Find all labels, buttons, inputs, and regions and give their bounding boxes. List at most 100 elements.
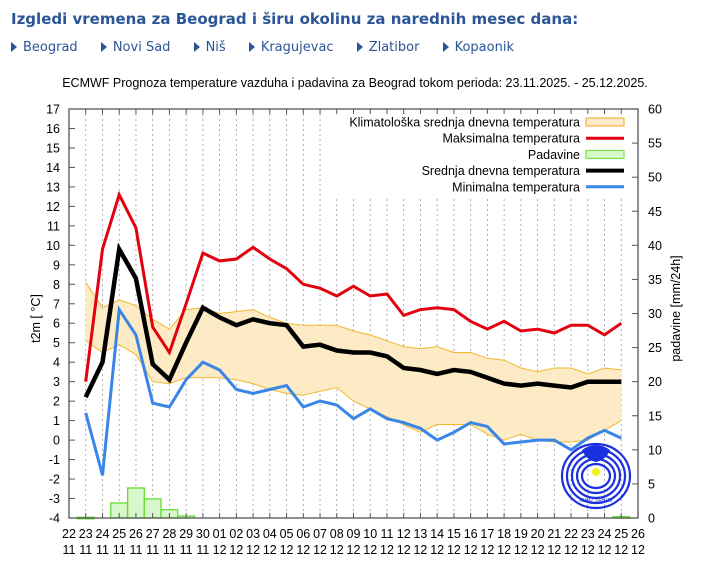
climatology-upper-line	[85, 282, 622, 375]
city-link-kopaonik[interactable]: Kopaonik	[442, 40, 514, 55]
y-tick-label: 8	[53, 278, 60, 292]
city-links: Beograd Novi Sad Niš Kragujevac Zlatibor…	[11, 40, 533, 55]
x-tick-month: 11	[63, 543, 76, 557]
x-tick-day: 19	[514, 527, 528, 541]
x-tick-day: 14	[430, 527, 444, 541]
x-tick-month: 12	[464, 543, 478, 557]
city-label: Kragujevac	[260, 40, 334, 55]
x-tick-month: 12	[614, 543, 628, 557]
y2-tick-label: 15	[648, 409, 662, 423]
city-link-novi-sad[interactable]: Novi Sad	[100, 40, 170, 55]
temperature-lines	[83, 190, 623, 476]
x-tick-month: 12	[430, 543, 444, 557]
y2-tick-label: 25	[648, 341, 662, 355]
x-tick-month: 11	[96, 543, 109, 557]
y2-tick-label: 50	[648, 171, 662, 185]
x-tick-day: 12	[397, 527, 411, 541]
x-tick-day: 18	[497, 527, 511, 541]
logo-ring	[580, 462, 612, 490]
y-tick-label: 2	[53, 395, 60, 409]
y-tick-label: -1	[49, 453, 60, 467]
logo-sun-icon	[592, 468, 600, 476]
x-tick-day: 07	[313, 527, 327, 541]
x-tick-month: 12	[263, 543, 277, 557]
x-tick-month: 12	[413, 543, 427, 557]
x-tick-day: 04	[263, 527, 277, 541]
legend-label: Minimalna temperatura	[452, 180, 580, 194]
city-link-nis[interactable]: Niš	[193, 40, 226, 55]
x-tick-month: 12	[380, 543, 394, 557]
page-title: Izgledi vremena za Beograd i širu okolin…	[11, 10, 579, 28]
city-link-zlatibor[interactable]: Zlatibor	[356, 40, 420, 55]
x-tick-month: 12	[313, 543, 327, 557]
legend-swatch	[585, 149, 625, 159]
x-tick-day: 13	[413, 527, 427, 541]
arrow-right-icon	[442, 42, 449, 52]
x-tick-month: 12	[564, 543, 578, 557]
city-link-beograd[interactable]: Beograd	[11, 40, 78, 55]
y-tick-label: 7	[53, 297, 60, 311]
x-tick-day: 16	[464, 527, 478, 541]
x-tick-month: 12	[447, 543, 461, 557]
city-link-kragujevac[interactable]: Kragujevac	[248, 40, 334, 55]
city-label: Niš	[205, 40, 226, 55]
x-tick-day: 30	[196, 527, 210, 541]
x-tick-month: 11	[180, 543, 193, 557]
x-tick-day: 02	[229, 527, 243, 541]
y-tick-label: -3	[49, 492, 60, 506]
arrow-right-icon	[100, 42, 107, 52]
x-tick-month: 12	[280, 543, 294, 557]
y2-tick-label: 35	[648, 273, 662, 287]
x-tick-month: 12	[598, 543, 612, 557]
x-tick-day: 10	[363, 527, 377, 541]
x-tick-month: 12	[229, 543, 243, 557]
x-tick-day: 23	[581, 527, 595, 541]
x-tick-month: 12	[213, 543, 227, 557]
y-tick-label: 10	[46, 239, 60, 253]
x-tick-month: 12	[480, 543, 494, 557]
mean-temperature-line	[83, 242, 622, 399]
climatology-band	[85, 282, 622, 443]
y2-tick-label: 45	[648, 205, 662, 219]
climatology-fill	[85, 282, 622, 442]
x-tick-day: 06	[296, 527, 310, 541]
city-label: Zlatibor	[368, 40, 420, 55]
y-tick-label: -2	[49, 473, 60, 487]
min-temperature-line	[84, 305, 622, 476]
x-tick-month: 12	[514, 543, 528, 557]
y-tick-label: 17	[46, 103, 60, 117]
city-label: Kopaonik	[454, 40, 514, 55]
y-tick-label: 12	[46, 200, 60, 214]
x-tick-month: 12	[581, 543, 595, 557]
y-tick-label: 5	[53, 336, 60, 350]
legend: Klimatološka srednja dnevna temperatura M…	[334, 110, 637, 196]
x-tick-day: 21	[547, 527, 561, 541]
legend-swatch	[585, 117, 625, 127]
x-tick-day: 25	[614, 527, 628, 541]
x-tick-month: 12	[363, 543, 377, 557]
chart-title: ECMWF Prognoza temperature vazduha i pad…	[62, 76, 648, 90]
y-tick-label: -4	[49, 512, 60, 526]
logo-cloud	[582, 445, 610, 462]
x-tick-day: 22	[564, 527, 578, 541]
y2-tick-label: 60	[648, 103, 662, 117]
x-tick-day: 03	[246, 527, 260, 541]
x-tick-month: 12	[631, 543, 645, 557]
x-tick-month: 11	[79, 543, 92, 557]
max-temperature-line	[84, 190, 623, 382]
x-tick-month: 12	[397, 543, 411, 557]
rhmz-logo: RHMZ SRBIJE	[560, 442, 632, 510]
x-tick-month: 12	[547, 543, 561, 557]
x-tick-day: 26	[129, 527, 143, 541]
x-tick-month: 12	[497, 543, 511, 557]
x-tick-day: 11	[380, 527, 393, 541]
legend-label: Klimatološka srednja dnevna temperatura	[349, 116, 580, 130]
logo-ring	[560, 442, 632, 510]
x-tick-month: 12	[330, 543, 344, 557]
y-tick-label: 14	[46, 161, 60, 175]
x-tick-day: 25	[112, 527, 126, 541]
x-tick-month: 11	[163, 543, 176, 557]
x-tick-month: 11	[113, 543, 126, 557]
x-tick-day: 15	[447, 527, 461, 541]
